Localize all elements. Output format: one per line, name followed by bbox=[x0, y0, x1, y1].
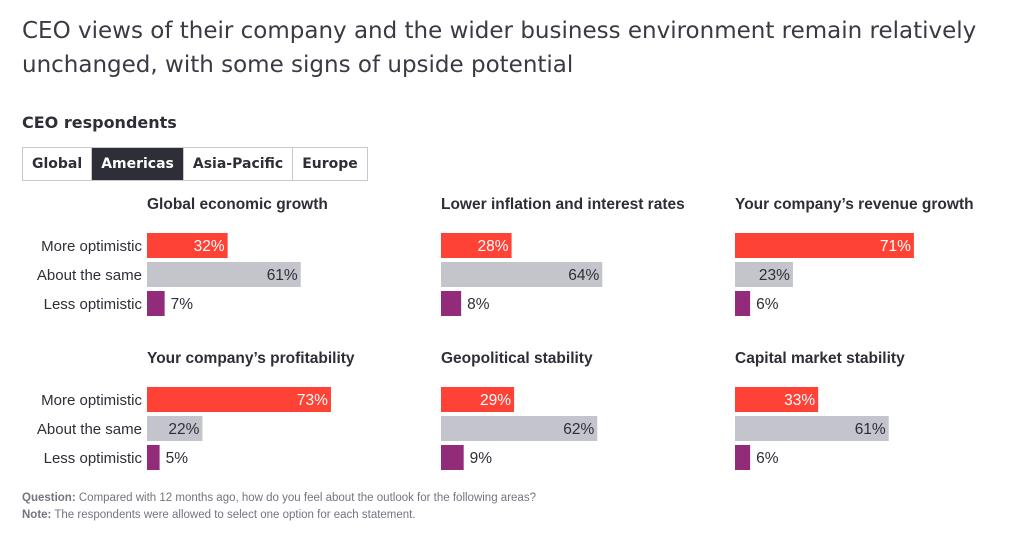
data-label: 9% bbox=[470, 450, 493, 467]
bar-about-the-same bbox=[147, 262, 301, 287]
bar-more-optimistic bbox=[147, 387, 331, 412]
data-label: 61% bbox=[267, 267, 298, 284]
bar-about-the-same bbox=[735, 262, 793, 287]
bar-more-optimistic bbox=[735, 233, 914, 258]
note-label: Note: bbox=[22, 509, 52, 521]
chart-subtitle: CEO respondents bbox=[22, 113, 177, 132]
bar-less-optimistic bbox=[441, 291, 462, 316]
footnote-note: Note: The respondents were allowed to se… bbox=[22, 507, 536, 524]
question-text: Compared with 12 months ago, how do you … bbox=[75, 492, 536, 504]
panel-title: Global economic growth bbox=[147, 196, 328, 213]
bar-more-optimistic bbox=[147, 233, 228, 258]
data-label: 28% bbox=[478, 238, 509, 255]
data-label: 6% bbox=[756, 296, 779, 313]
bar-about-the-same bbox=[147, 416, 203, 441]
panel-your-company-s-profitability: Your company’s profitability More optimis… bbox=[37, 350, 355, 470]
category-label-about-the-same: About the same bbox=[37, 421, 142, 438]
panel-capital-market-stability: Capital market stability 33% 61% 6% bbox=[735, 350, 905, 470]
data-label: 61% bbox=[855, 421, 886, 438]
bar-more-optimistic bbox=[735, 387, 819, 412]
footnote-question: Question: Compared with 12 months ago, h… bbox=[22, 490, 536, 507]
panel-global-economic-growth: Global economic growth More optimistic 32%… bbox=[37, 196, 328, 316]
bar-less-optimistic bbox=[147, 445, 160, 470]
footnote: Question: Compared with 12 months ago, h… bbox=[22, 490, 536, 524]
panel-bar-chart: Global economic growth More optimistic 32%… bbox=[37, 196, 974, 470]
tab-asia-pacific[interactable]: Asia-Pacific bbox=[183, 148, 294, 180]
panel-title: Your company’s profitability bbox=[147, 350, 355, 367]
bar-less-optimistic bbox=[735, 291, 751, 316]
bar-less-optimistic bbox=[441, 445, 464, 470]
data-label: 32% bbox=[194, 238, 225, 255]
panel-geopolitical-stability: Geopolitical stability 29% 62% 9% bbox=[441, 350, 598, 470]
category-label-more-optimistic: More optimistic bbox=[41, 392, 142, 409]
bar-about-the-same bbox=[441, 262, 603, 287]
tab-americas[interactable]: Americas bbox=[92, 148, 184, 180]
bar-about-the-same bbox=[735, 416, 889, 441]
question-label: Question: bbox=[22, 492, 76, 504]
tab-global[interactable]: Global bbox=[23, 148, 93, 180]
data-label: 8% bbox=[467, 296, 490, 313]
tab-europe[interactable]: Europe bbox=[293, 148, 367, 180]
bar-more-optimistic bbox=[441, 233, 512, 258]
data-label: 5% bbox=[166, 450, 189, 467]
data-label: 73% bbox=[297, 392, 328, 409]
bar-less-optimistic bbox=[147, 291, 165, 316]
panel-your-company-s-revenue-growth: Your company’s revenue growth 71% 23% 6% bbox=[735, 196, 974, 316]
panel-title: Geopolitical stability bbox=[441, 350, 593, 367]
bar-less-optimistic bbox=[735, 445, 751, 470]
data-label: 62% bbox=[563, 421, 594, 438]
bar-more-optimistic bbox=[441, 387, 515, 412]
panel-title: Your company’s revenue growth bbox=[735, 196, 974, 213]
category-label-about-the-same: About the same bbox=[37, 267, 142, 284]
data-label: 7% bbox=[171, 296, 194, 313]
category-label-less-optimistic: Less optimistic bbox=[44, 296, 143, 313]
data-label: 6% bbox=[756, 450, 779, 467]
category-label-less-optimistic: Less optimistic bbox=[44, 450, 143, 467]
data-label: 29% bbox=[480, 392, 511, 409]
panel-lower-inflation-and-interest-rates: Lower inflation and interest rates 28% 64%… bbox=[441, 196, 685, 316]
data-label: 64% bbox=[568, 267, 599, 284]
region-tabs: Global Americas Asia-Pacific Europe bbox=[22, 147, 368, 181]
panel-title: Capital market stability bbox=[735, 350, 905, 367]
data-label: 33% bbox=[784, 392, 815, 409]
category-label-more-optimistic: More optimistic bbox=[41, 238, 142, 255]
panel-title: Lower inflation and interest rates bbox=[441, 196, 685, 213]
bar-about-the-same bbox=[441, 416, 598, 441]
data-label: 23% bbox=[759, 267, 790, 284]
data-label: 71% bbox=[880, 238, 911, 255]
chart-title: CEO views of their company and the wider… bbox=[22, 18, 977, 78]
note-text: The respondents were allowed to select o… bbox=[51, 509, 416, 521]
data-label: 22% bbox=[168, 421, 199, 438]
